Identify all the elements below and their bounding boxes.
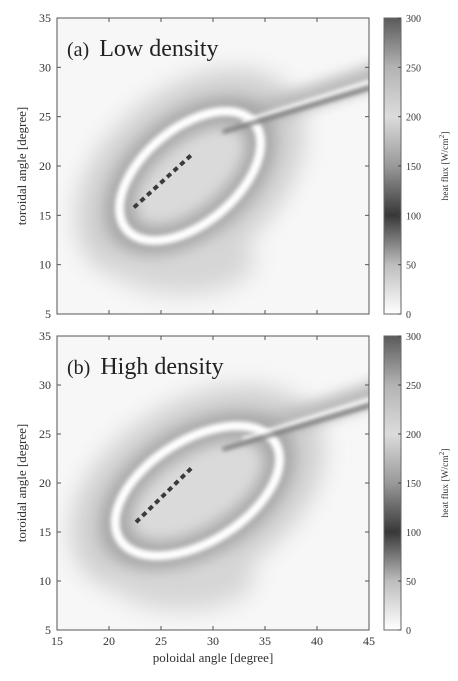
y-tick-label: 30 xyxy=(39,60,51,74)
colorbar-tick-label: 150 xyxy=(406,479,421,490)
y-tick-label: 25 xyxy=(39,110,51,124)
colorbar-label: heat flux [W/cm2] xyxy=(438,449,451,518)
colorbar-label: heat flux [W/cm2] xyxy=(438,132,451,201)
dashed-line xyxy=(134,465,194,524)
panel-title: High density xyxy=(100,354,223,380)
x-tick-label: 15 xyxy=(51,634,63,648)
x-axis-label: poloidal angle [degree] xyxy=(153,650,274,665)
panel-b: 5 10 15 20 25 30 35 15 20 25 30 35 40 45 toroidal angl… xyxy=(14,329,451,665)
heat-interior xyxy=(131,440,264,542)
heatmap-area xyxy=(57,336,369,630)
dashed-line xyxy=(132,152,194,209)
colorbar-tick-label: 100 xyxy=(406,528,421,539)
y-tick-label: 30 xyxy=(39,378,51,392)
colorbar-tick-label: 50 xyxy=(406,261,416,272)
heat-ring xyxy=(110,421,285,561)
colorbar-tick-label: 0 xyxy=(406,626,411,637)
y-tick-label: 35 xyxy=(39,329,51,343)
colorbar-tick-label: 250 xyxy=(406,63,421,74)
y-tick-label: 10 xyxy=(39,258,51,272)
y-tick-label: 15 xyxy=(39,208,51,222)
colorbar-tick-label: 300 xyxy=(406,332,421,343)
colorbar-tick-label: 250 xyxy=(406,381,421,392)
x-tick-label: 40 xyxy=(311,634,323,648)
panel-letter: (a) xyxy=(67,39,89,61)
y-tick-label: 20 xyxy=(39,476,51,490)
x-tick-label: 20 xyxy=(103,634,115,648)
colorbar-tick-label: 200 xyxy=(406,430,421,441)
colorbar-tick-label: 100 xyxy=(406,211,421,222)
heat-interior xyxy=(135,126,246,226)
panel-title: Low density xyxy=(99,36,218,62)
heatmap-area xyxy=(57,18,369,314)
x-tick-label: 35 xyxy=(259,634,271,648)
panel-a: 5 10 15 20 25 30 35 toroidal angle [degree] (a) L… xyxy=(14,11,451,321)
tail-streak xyxy=(242,397,369,441)
colorbar-tick-label: 300 xyxy=(406,14,421,25)
y-tick-label: 5 xyxy=(45,307,51,321)
colorbar-tick-label: 50 xyxy=(406,577,416,588)
y-axis-label: toroidal angle [degree] xyxy=(14,107,29,225)
panel-label: (a) Low density xyxy=(67,36,219,62)
x-tick-label: 30 xyxy=(207,634,219,648)
y-tick-label: 10 xyxy=(39,574,51,588)
y-tick-label: 5 xyxy=(45,623,51,637)
colorbar-tick-label: 200 xyxy=(406,113,421,124)
tail-streak xyxy=(242,80,369,124)
y-tick-label: 35 xyxy=(39,11,51,25)
y-tick-label: 15 xyxy=(39,525,51,539)
x-tick-label: 25 xyxy=(155,634,167,648)
x-tick-label: 45 xyxy=(363,634,375,648)
y-tick-label: 25 xyxy=(39,427,51,441)
colorbar-tick-label: 0 xyxy=(406,310,411,321)
colorbar-tick-label: 150 xyxy=(406,162,421,173)
y-axis-label: toroidal angle [degree] xyxy=(14,424,29,542)
panel-letter: (b) xyxy=(67,357,90,379)
panel-label: (b) High density xyxy=(67,354,224,380)
y-tick-label: 20 xyxy=(39,159,51,173)
